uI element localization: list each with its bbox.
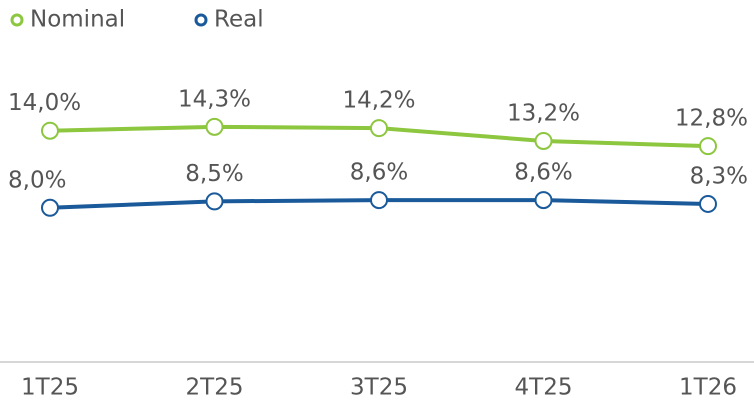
legend-marker xyxy=(10,13,24,27)
point xyxy=(370,119,388,138)
point xyxy=(41,198,59,217)
x-tick-label: 1T26 xyxy=(679,375,737,401)
data-label: 13,2% xyxy=(507,100,580,126)
data-label: 8,6% xyxy=(514,160,572,186)
x-tick-label: 2T25 xyxy=(186,375,244,401)
data-label: 8,0% xyxy=(8,167,66,193)
point xyxy=(534,191,553,210)
point xyxy=(41,121,59,140)
x-tick-label: 3T25 xyxy=(350,375,408,401)
data-label: 8,5% xyxy=(185,161,243,187)
point xyxy=(699,194,717,213)
legend-label: Nominal xyxy=(30,7,125,33)
point xyxy=(534,131,553,150)
data-label: 14,2% xyxy=(342,88,415,114)
legend-label: Real xyxy=(214,7,264,33)
point xyxy=(699,137,717,156)
legend-marker xyxy=(194,13,208,27)
x-tick-label: 1T25 xyxy=(21,375,79,401)
data-label: 14,0% xyxy=(8,90,81,116)
data-label: 8,3% xyxy=(690,163,748,189)
x-tick-label: 4T25 xyxy=(515,375,573,401)
data-label: 14,3% xyxy=(178,86,251,112)
point xyxy=(370,191,388,210)
data-label: 8,6% xyxy=(350,160,408,186)
data-label: 12,8% xyxy=(675,106,748,132)
point xyxy=(205,117,224,136)
point xyxy=(205,192,224,211)
